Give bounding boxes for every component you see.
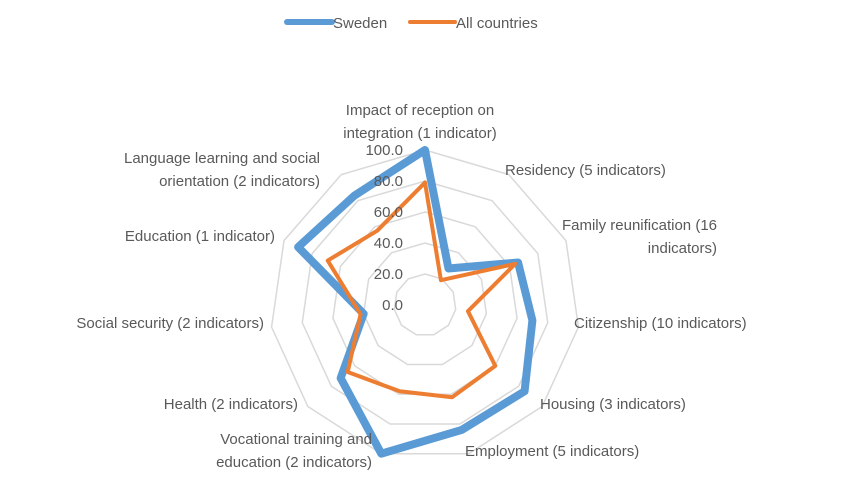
legend-label: All countries [456,15,538,32]
legend: Sweden All countries [284,15,538,32]
tick-label: 40.0 [374,235,403,252]
category-label: Impact of reception on integration (1 ind… [343,102,496,142]
tick-label: 100.0 [365,142,403,159]
grid-ring-1 [393,273,457,336]
radial-tick-labels: 0.0 20.0 40.0 60.0 80.0 100.0 [365,142,403,314]
series-all-countries [325,180,518,400]
tick-label: 0.0 [382,297,403,314]
legend-label: Sweden [333,15,387,32]
category-label: Residency (5 indicators) [505,162,666,179]
category-label: Housing (3 indicators) [540,396,686,413]
series-sweden [294,146,537,458]
category-label: Family reunification (16 indicators) [562,217,717,257]
radar-grid [270,149,580,455]
category-label: Health (2 indicators) [164,396,298,413]
tick-label: 60.0 [374,204,403,221]
category-labels: Impact of reception on integration (1 ind… [76,102,746,471]
grid-ring-5 [270,149,580,455]
category-label: Education (1 indicator) [125,228,275,245]
category-label: Employment (5 indicators) [465,443,639,460]
tick-label: 80.0 [374,173,403,190]
radar-series [294,146,537,458]
category-label: Language learning and social orientation … [124,150,320,190]
tick-label: 20.0 [374,266,403,283]
grid-ring-2 [362,242,488,366]
category-label: Social security (2 indicators) [76,315,264,332]
category-label: Vocational training and education (2 indi… [216,431,372,471]
category-label: Citizenship (10 indicators) [574,315,747,332]
grid-ring-4 [301,180,549,425]
